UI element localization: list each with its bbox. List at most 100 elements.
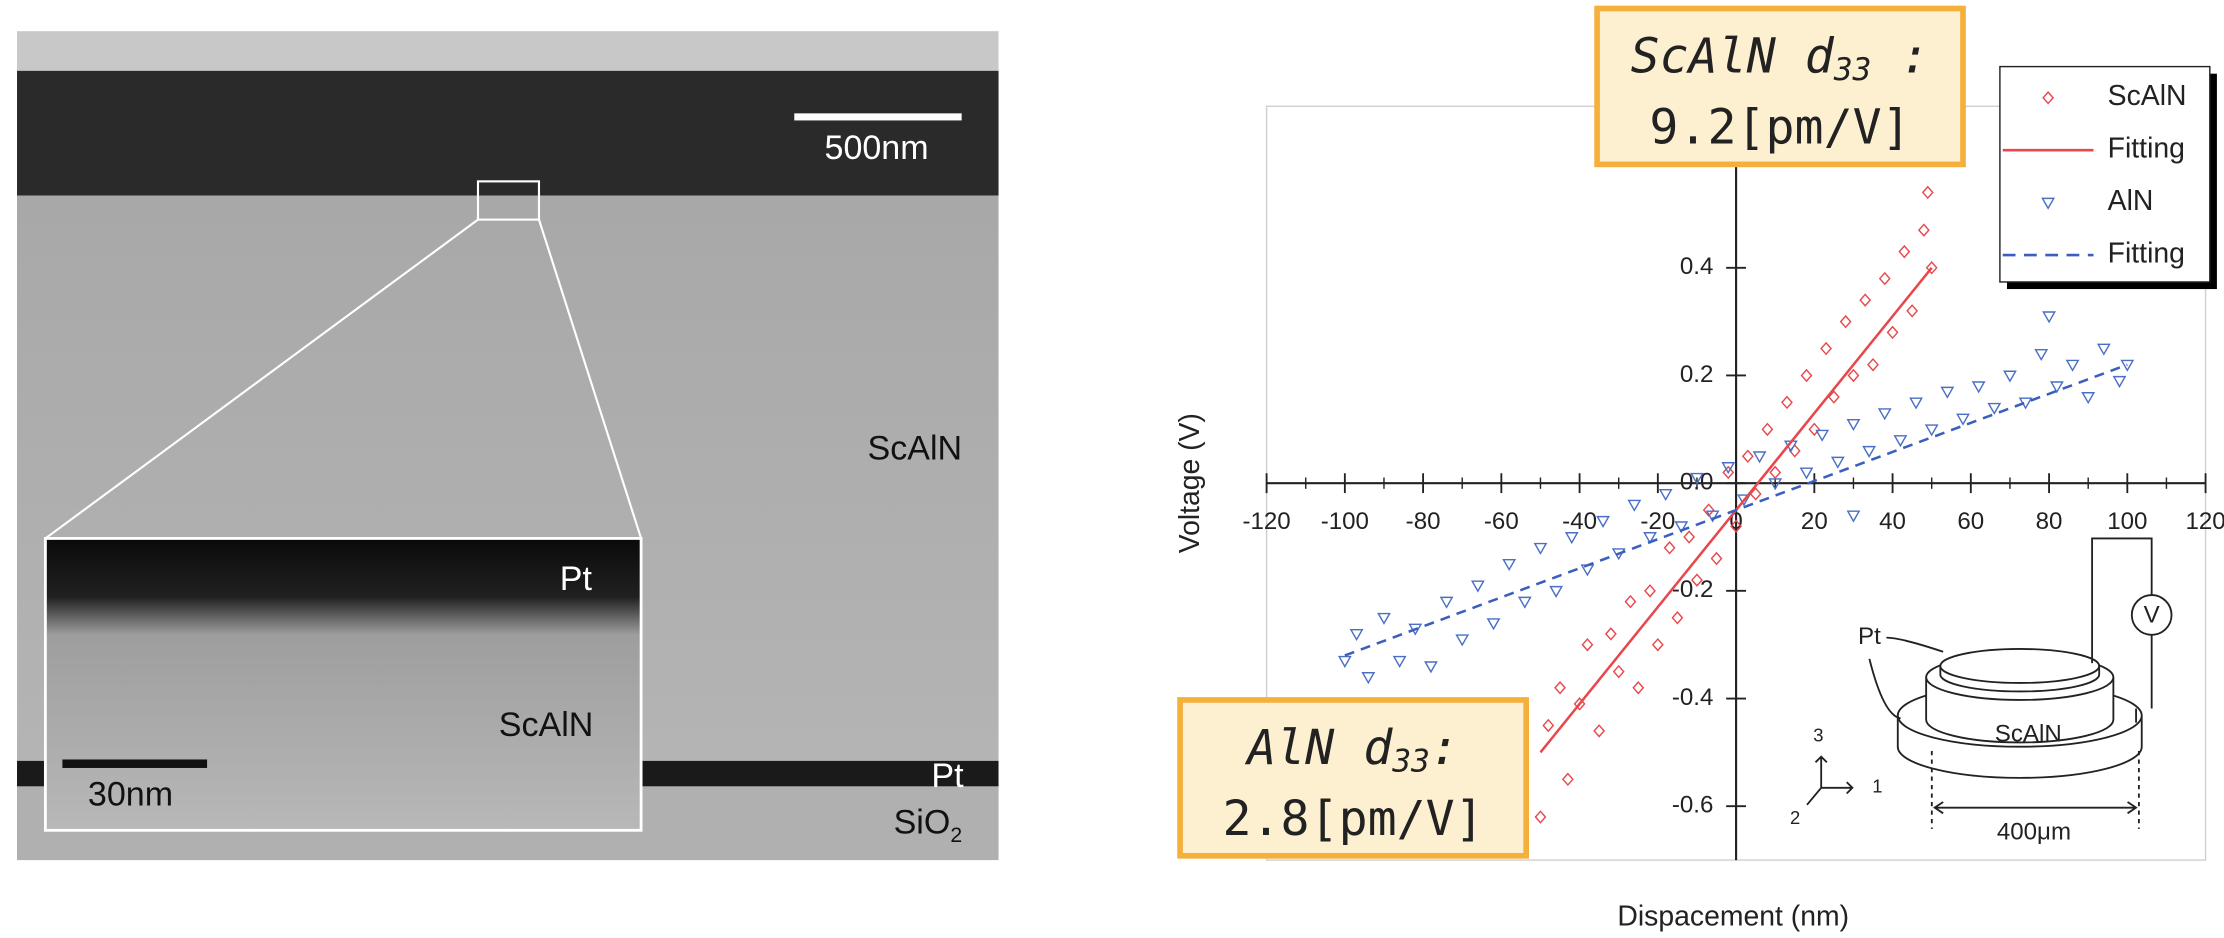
data-point bbox=[1860, 294, 1870, 305]
data-point bbox=[1802, 370, 1812, 381]
data-point bbox=[1555, 682, 1565, 693]
callout-title: ScAlN d33 : bbox=[1631, 29, 1930, 88]
y-tick-label: -0.6 bbox=[1672, 792, 1714, 819]
legend-label: Fitting bbox=[2108, 238, 2185, 270]
inset-scale-label: 30nm bbox=[88, 775, 173, 813]
data-point bbox=[1472, 581, 1483, 591]
x-tick-label: -120 bbox=[1242, 508, 1290, 535]
axis-label: 1 bbox=[1872, 776, 1882, 797]
data-point bbox=[1848, 511, 1859, 521]
scale-label: 500nm bbox=[825, 129, 929, 167]
data-point bbox=[1957, 414, 1968, 424]
data-point bbox=[2098, 344, 2109, 354]
data-point bbox=[1782, 397, 1792, 408]
callout-text: AlN d bbox=[1244, 720, 1393, 776]
data-point bbox=[1660, 490, 1671, 500]
data-point bbox=[1363, 673, 1374, 683]
data-point bbox=[1653, 639, 1663, 650]
data-point bbox=[1880, 273, 1890, 284]
data-point bbox=[1625, 596, 1635, 607]
data-point bbox=[1989, 404, 2000, 414]
data-point bbox=[1801, 468, 1812, 478]
data-point bbox=[1973, 382, 1984, 392]
data-point bbox=[1665, 542, 1675, 553]
legend-label: ScAlN bbox=[2108, 80, 2187, 112]
data-point bbox=[1684, 531, 1694, 542]
x-tick-label: -20 bbox=[1640, 508, 1675, 535]
data-point bbox=[1754, 452, 1765, 462]
axis-label: 2 bbox=[1790, 807, 1800, 828]
callout-value: 2.8[pm/V] bbox=[1223, 791, 1484, 847]
data-point bbox=[2067, 360, 2078, 370]
data-point bbox=[1863, 447, 1874, 457]
data-point bbox=[1770, 467, 1780, 478]
data-point bbox=[1441, 597, 1452, 607]
data-point bbox=[1629, 500, 1640, 510]
data-point bbox=[1519, 597, 1530, 607]
callout-text: ScAlN d bbox=[1631, 29, 1835, 85]
data-point bbox=[1919, 224, 1929, 235]
micrograph: 500nm ScAlN Pt ScAlN 30nm Pt SiO2 bbox=[17, 31, 999, 860]
legend-label: AlN bbox=[2108, 185, 2154, 217]
callout-subscript: 33 bbox=[1391, 743, 1430, 779]
film-label: ScAlN bbox=[868, 430, 963, 468]
data-point bbox=[1339, 657, 1350, 667]
axes-icon bbox=[1807, 757, 1852, 805]
data-point bbox=[1597, 517, 1608, 527]
data-point bbox=[1503, 560, 1514, 570]
data-point bbox=[1868, 359, 1878, 370]
callout-text: : bbox=[1871, 29, 1929, 85]
callout-value: 9.2[pm/V] bbox=[1649, 99, 1910, 155]
data-point bbox=[1535, 544, 1546, 554]
x-tick-label: -60 bbox=[1484, 508, 1519, 535]
data-point bbox=[2114, 377, 2125, 387]
y-tick-label: 0.2 bbox=[1680, 361, 1714, 388]
data-point bbox=[1614, 666, 1624, 677]
data-point bbox=[1899, 246, 1909, 257]
data-point bbox=[1394, 657, 1405, 667]
x-tick-label: 80 bbox=[2036, 508, 2063, 535]
inset-film-label: ScAlN bbox=[499, 706, 594, 744]
y-tick-label: -0.4 bbox=[1672, 684, 1714, 711]
inset-pt-label: Pt bbox=[560, 560, 593, 598]
data-point bbox=[1895, 436, 1906, 446]
data-point bbox=[1848, 370, 1858, 381]
data-point bbox=[1907, 305, 1917, 316]
legend-label: Fitting bbox=[2108, 133, 2185, 165]
data-point bbox=[1910, 398, 1921, 408]
callout-subscript: 33 bbox=[1833, 52, 1872, 88]
dim-arrow bbox=[1935, 802, 2136, 813]
data-point bbox=[1645, 585, 1655, 596]
axis-label: 3 bbox=[1813, 725, 1823, 746]
data-point bbox=[2036, 350, 2047, 360]
data-point bbox=[1543, 720, 1553, 731]
data-point bbox=[1550, 587, 1561, 597]
x-tick-label: -100 bbox=[1321, 508, 1369, 535]
data-point bbox=[1942, 387, 1953, 397]
data-point bbox=[2083, 393, 2094, 403]
data-point bbox=[2051, 382, 2062, 392]
width-label: 400μm bbox=[1997, 819, 2071, 846]
x-tick-label: 20 bbox=[1801, 508, 1828, 535]
substrate-subscript: 2 bbox=[950, 823, 962, 847]
meter-label: V bbox=[2144, 602, 2160, 629]
data-point bbox=[1743, 451, 1753, 462]
electrode-label: Pt bbox=[1858, 623, 1881, 650]
data-point bbox=[1832, 457, 1843, 467]
data-point bbox=[1633, 682, 1643, 693]
data-point bbox=[1926, 425, 1937, 435]
x-axis-title: Dispacement (nm) bbox=[1617, 901, 1849, 933]
callout-text: : bbox=[1430, 720, 1459, 776]
substrate-text: SiO bbox=[894, 804, 951, 842]
data-point bbox=[1816, 430, 1827, 440]
data-point bbox=[2043, 312, 2054, 322]
data-point bbox=[1672, 612, 1682, 623]
data-point bbox=[1536, 811, 1546, 822]
data-point bbox=[1879, 409, 1890, 419]
data-point bbox=[1888, 327, 1898, 338]
data-point bbox=[1606, 628, 1616, 639]
data-point bbox=[2004, 371, 2015, 381]
data-point bbox=[1923, 187, 1933, 198]
figure: 500nm ScAlN Pt ScAlN 30nm Pt SiO2 Dispac… bbox=[0, 0, 2224, 938]
x-tick-label: 100 bbox=[2107, 508, 2147, 535]
